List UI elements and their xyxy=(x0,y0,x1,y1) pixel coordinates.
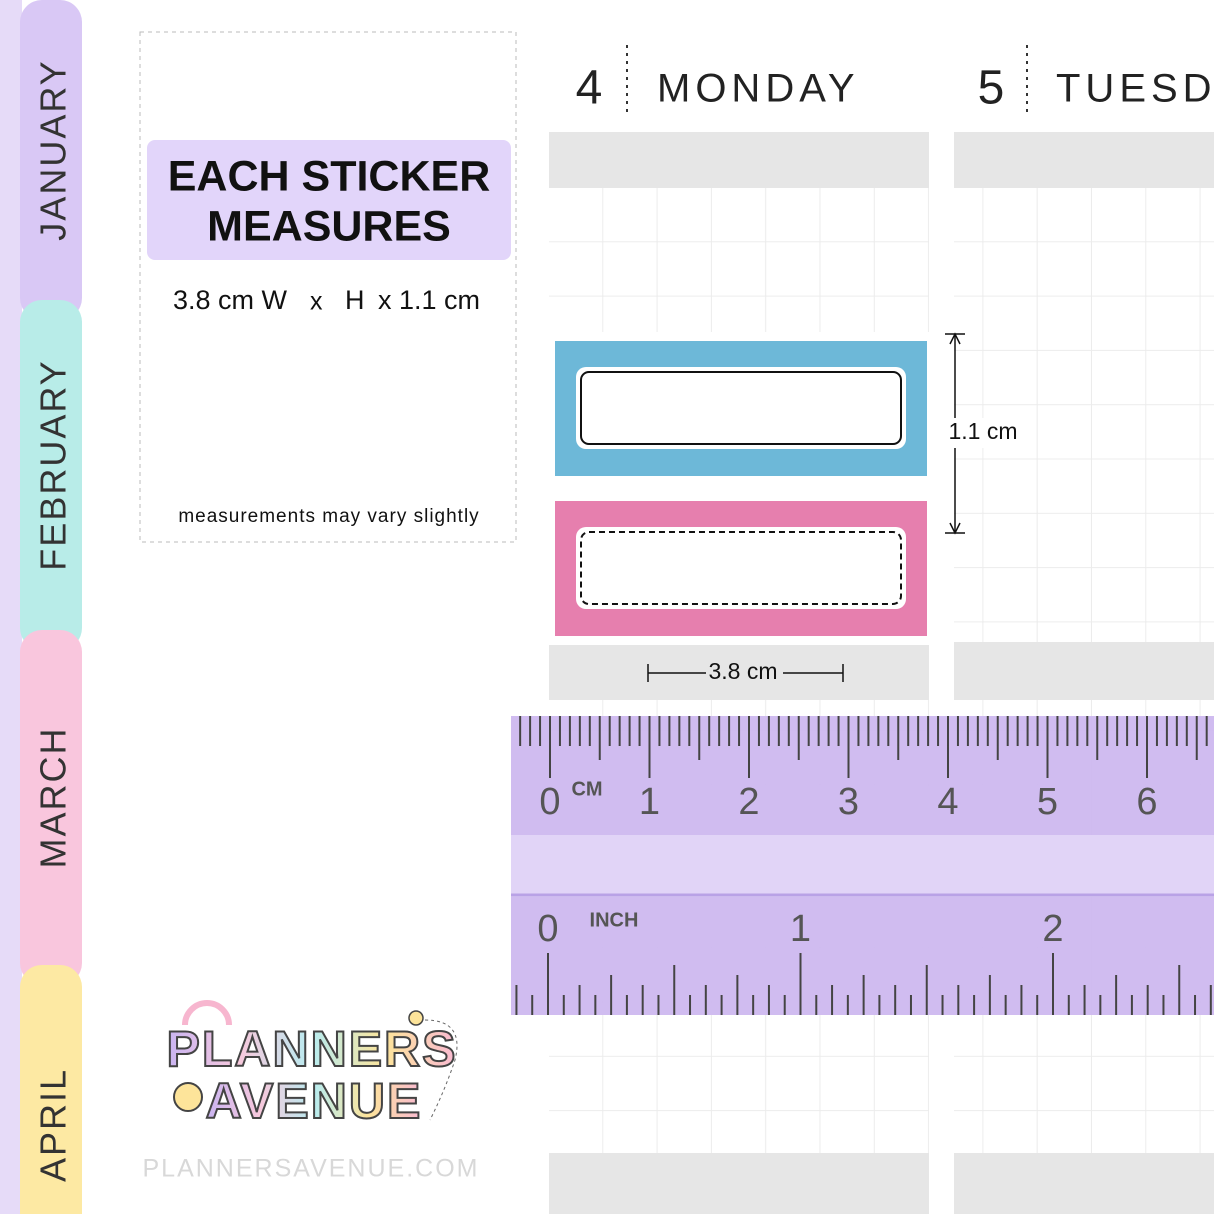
label-bg xyxy=(947,418,1019,448)
tab-label: MARCH xyxy=(33,727,74,869)
info-box xyxy=(139,31,517,543)
size-text: 3.8 cm W xyxy=(173,285,288,315)
cm-label: 5 xyxy=(1037,781,1058,823)
website: PLANNERSAVENUE.COM xyxy=(143,1155,480,1183)
dimension-label: 3.8 cm xyxy=(708,658,777,684)
cm-label: 6 xyxy=(1136,781,1157,823)
ruler-unit: CM xyxy=(571,778,602,800)
cm-label: 4 xyxy=(937,781,958,823)
tab-label: APRIL xyxy=(33,1068,74,1182)
tab xyxy=(20,630,82,985)
logo-text: AVENUE xyxy=(206,1073,423,1129)
tab-label: FEBRUARY xyxy=(33,359,74,570)
ruler-unit: INCH xyxy=(590,909,639,931)
title-line: EACH STICKER xyxy=(168,152,491,200)
day-number: 5 xyxy=(978,62,1005,115)
title-box xyxy=(147,140,511,260)
note: measurements may vary slightly xyxy=(178,506,479,527)
dimension-label: 1.1 cm xyxy=(948,418,1017,444)
day-name: TUESD xyxy=(1056,67,1214,111)
inch-label: 1 xyxy=(790,908,811,950)
size-text: H xyxy=(345,285,365,315)
cm-label: 0 xyxy=(539,781,560,823)
cm-label: 1 xyxy=(639,781,660,823)
logo-text: PLANNERS xyxy=(166,1021,457,1077)
tab-strip xyxy=(0,0,22,1214)
cm-label: 2 xyxy=(738,781,759,823)
title-line: MEASURES xyxy=(207,202,451,250)
logo xyxy=(173,1000,458,1121)
month-tabs: JANUARY FEBRUARY MARCH APRIL xyxy=(20,0,82,1214)
tab xyxy=(20,300,82,650)
tab-label: JANUARY xyxy=(33,59,74,240)
tab xyxy=(20,965,82,1214)
size-text: x xyxy=(310,288,323,316)
inch-label: 2 xyxy=(1042,908,1063,950)
stickers xyxy=(549,332,929,645)
ruler xyxy=(511,716,1214,1015)
day-name: MONDAY xyxy=(657,67,860,111)
dimension-lines xyxy=(647,332,965,682)
day-number: 4 xyxy=(576,62,603,115)
tab xyxy=(20,0,82,320)
inch-label: 0 xyxy=(537,908,558,950)
size-text: x 1.1 cm xyxy=(378,285,480,315)
cm-label: 3 xyxy=(838,781,859,823)
